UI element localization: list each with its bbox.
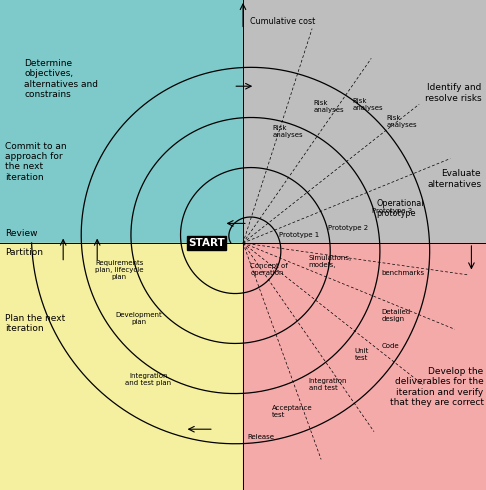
Text: Integration
and test plan: Integration and test plan (125, 373, 171, 386)
Text: START: START (188, 238, 225, 248)
Text: Simulations,
models,: Simulations, models, (309, 255, 352, 268)
Text: Acceptance
test: Acceptance test (272, 405, 313, 417)
Text: Detailed
design: Detailed design (382, 309, 411, 322)
Text: Unit
test: Unit test (355, 348, 369, 361)
Text: Partition: Partition (5, 248, 43, 257)
Text: Prototype 2: Prototype 2 (328, 225, 368, 231)
Text: Requirements
plan, lifecycle
plan: Requirements plan, lifecycle plan (95, 260, 143, 280)
Text: Prototype 3: Prototype 3 (372, 208, 412, 214)
Text: Release: Release (248, 434, 275, 440)
Text: Operational
prototype: Operational prototype (377, 198, 424, 218)
Text: benchmarks: benchmarks (382, 270, 425, 276)
Text: Risk
analyses: Risk analyses (352, 98, 383, 111)
Text: Risk
analyses: Risk analyses (272, 124, 303, 138)
Text: Cumulative cost: Cumulative cost (250, 17, 315, 26)
Text: Concept of
operation: Concept of operation (250, 263, 288, 275)
Text: Integration
and test: Integration and test (309, 378, 347, 391)
Text: Evaluate
alternatives: Evaluate alternatives (427, 169, 481, 189)
Text: Plan the next
iteration: Plan the next iteration (5, 314, 65, 333)
Text: Prototype 1: Prototype 1 (279, 232, 320, 238)
Text: Develop the
deliverables for the
iteration and verify
that they are correct: Develop the deliverables for the iterati… (390, 367, 484, 407)
Text: Review: Review (5, 229, 37, 238)
Text: Risk
analyses: Risk analyses (313, 100, 344, 113)
Text: Identify and
resolve risks: Identify and resolve risks (424, 83, 481, 103)
Text: Commit to an
approach for
the next
iteration: Commit to an approach for the next itera… (5, 142, 67, 182)
Text: Determine
objectives,
alternatives and
constrains: Determine objectives, alternatives and c… (24, 59, 98, 99)
Text: Development
plan: Development plan (115, 312, 162, 324)
Text: Risk
analyses: Risk analyses (386, 115, 417, 128)
Text: Code: Code (382, 343, 399, 349)
